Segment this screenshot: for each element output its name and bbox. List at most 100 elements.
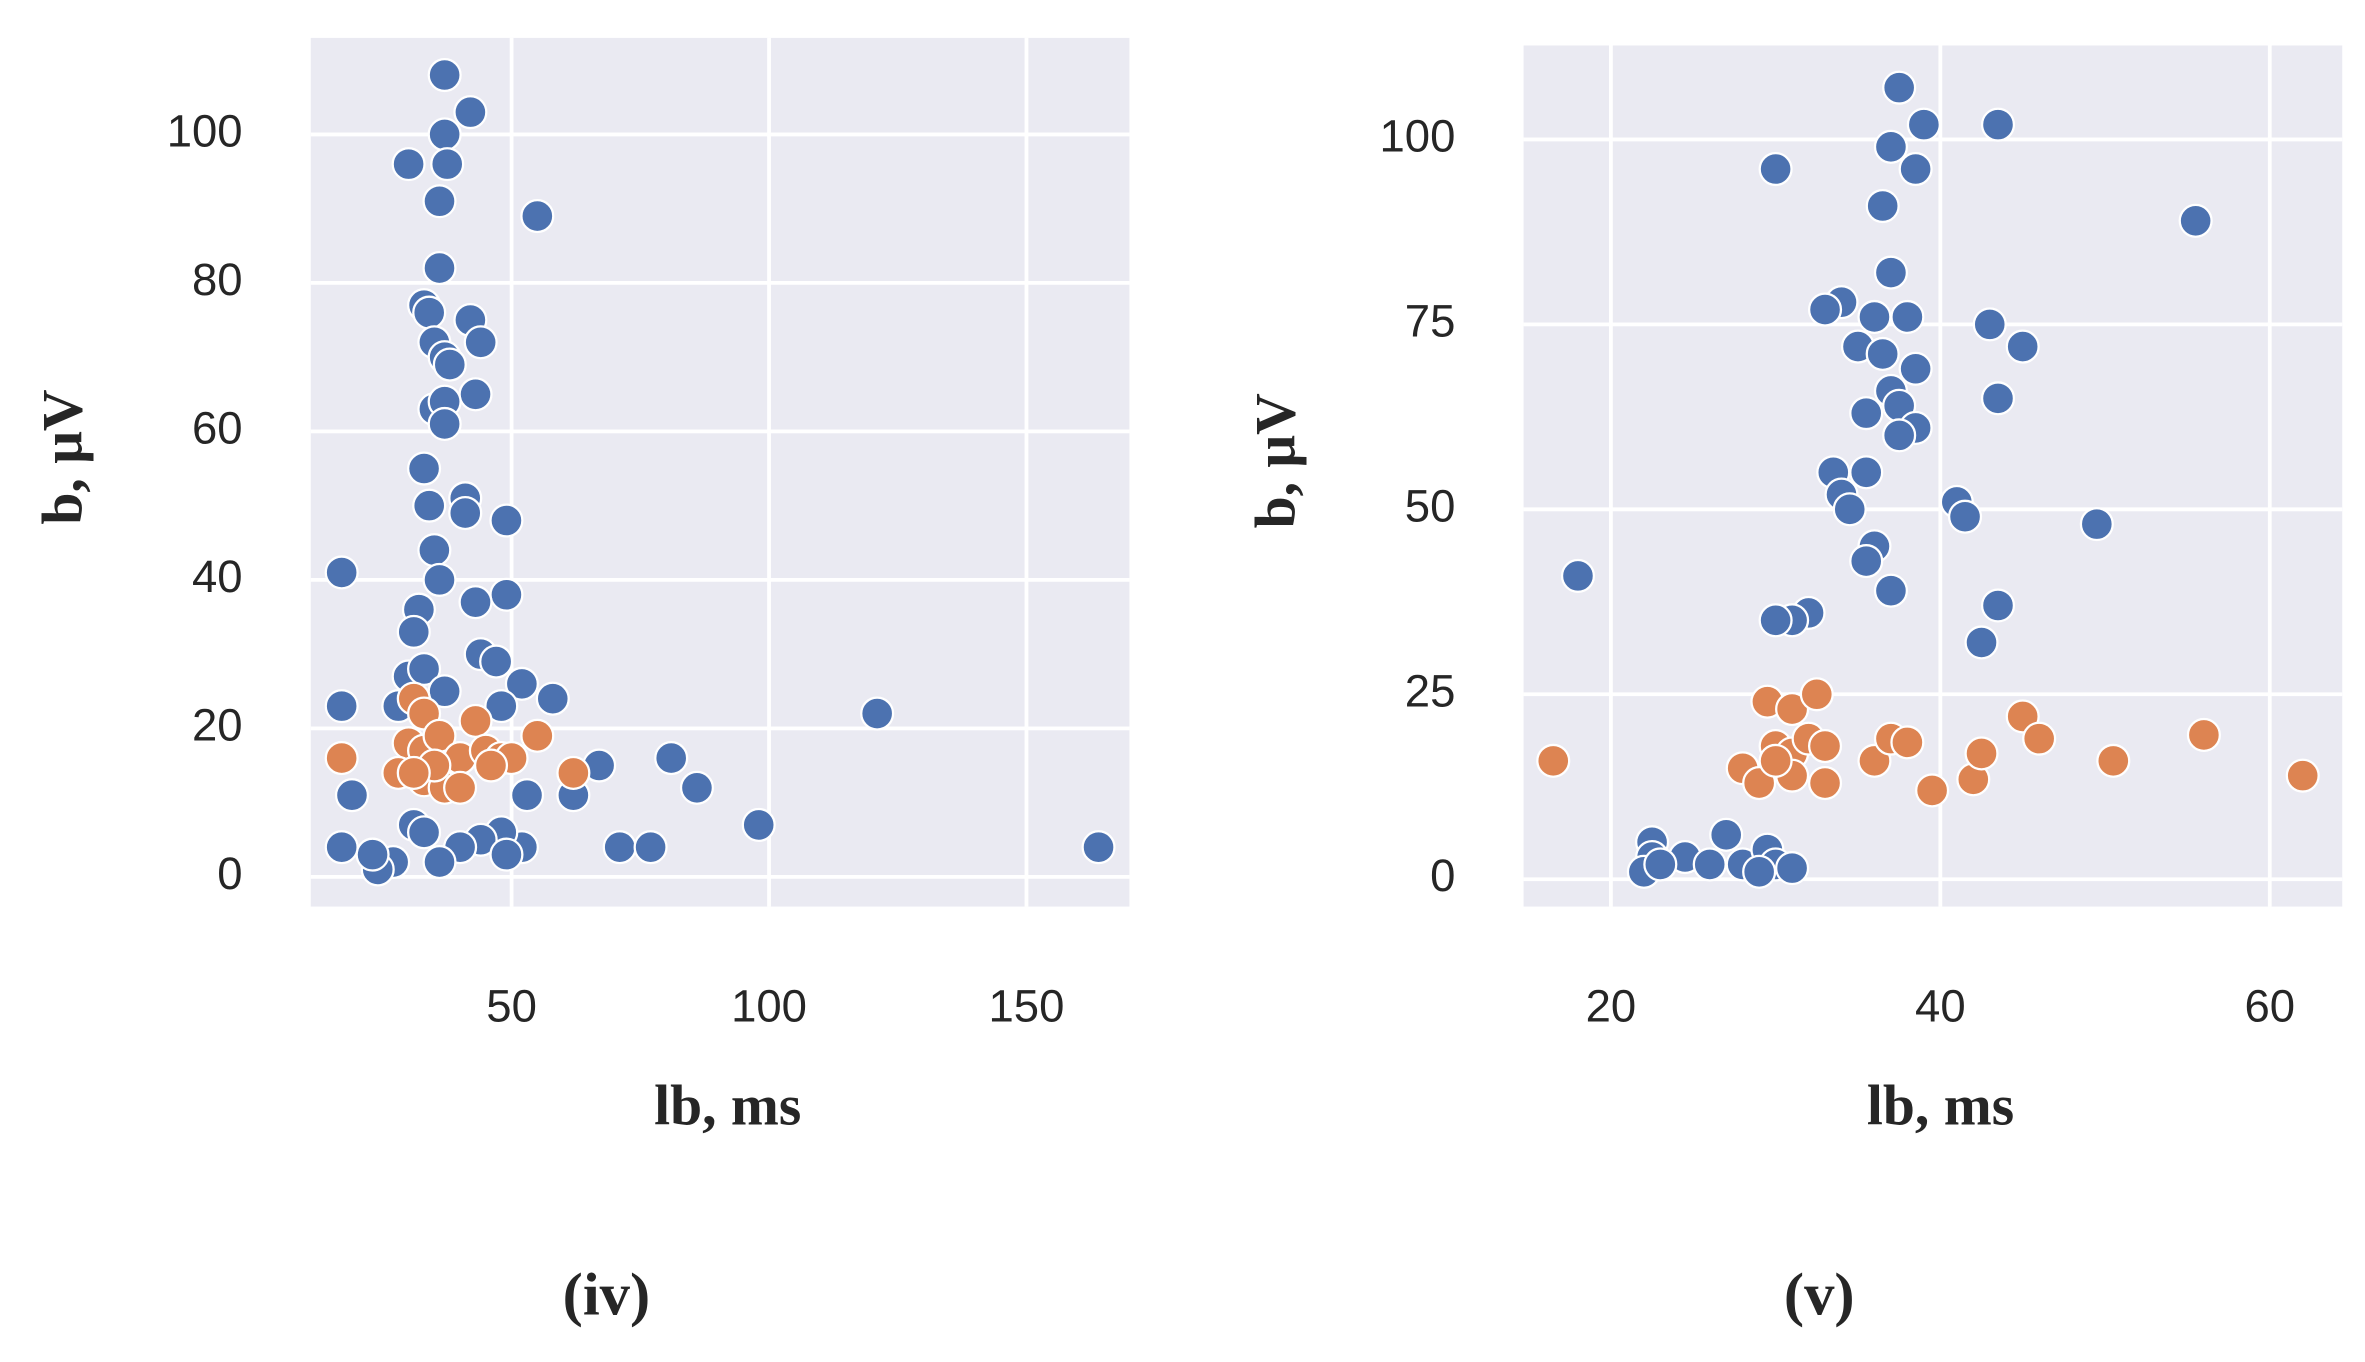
x-tick-label: 40: [1915, 981, 1966, 1032]
point: [2285, 758, 2320, 793]
point: [422, 184, 457, 219]
point: [427, 406, 462, 442]
y-tick-label: 0: [1430, 850, 1455, 901]
point: [407, 451, 442, 486]
point: [1799, 677, 1834, 712]
point: [1865, 188, 1900, 224]
point: [1915, 773, 1950, 808]
point: [407, 815, 442, 850]
y-tick-label: 20: [192, 699, 243, 750]
y-tick-label: 40: [192, 551, 243, 602]
point: [1873, 129, 1908, 164]
point: [479, 644, 514, 679]
point: [1882, 418, 1917, 453]
x-tick-label: 60: [2244, 981, 2295, 1032]
x-axis-label: lb, ms: [654, 1074, 801, 1137]
point: [1849, 455, 1884, 490]
point: [520, 718, 555, 753]
point: [407, 651, 442, 687]
point: [1980, 588, 2016, 623]
point: [422, 844, 457, 880]
point: [1964, 625, 1999, 660]
point: [324, 830, 359, 865]
point: [602, 830, 637, 865]
point: [1980, 381, 2016, 416]
point: [1742, 854, 1777, 889]
point: [1849, 544, 1884, 579]
point: [324, 741, 359, 776]
point: [448, 496, 483, 531]
point: [1849, 396, 1884, 431]
x-tick-label: 20: [1586, 981, 1637, 1032]
point: [633, 830, 668, 865]
point: [1775, 692, 1810, 727]
point: [1807, 765, 1843, 801]
point: [1873, 573, 1908, 608]
point: [2005, 329, 2040, 364]
point: [489, 837, 524, 872]
point: [1807, 292, 1843, 327]
point: [396, 755, 431, 790]
point: [1898, 351, 1933, 386]
y-tick-label: 25: [1405, 665, 1456, 716]
point: [1758, 151, 1793, 187]
point: [1890, 299, 1925, 335]
point: [2079, 507, 2114, 542]
point: [1964, 736, 1999, 771]
point: [412, 488, 447, 523]
point: [473, 748, 509, 783]
point: [654, 741, 689, 776]
y-axis-label: b, μV: [31, 390, 94, 525]
point: [1692, 847, 1727, 882]
point: [679, 770, 714, 805]
point: [1898, 151, 1933, 187]
point: [396, 614, 431, 649]
y-tick-label: 100: [1380, 110, 1456, 161]
point: [1775, 851, 1810, 886]
point: [535, 681, 570, 716]
point: [1890, 725, 1925, 760]
point: [412, 295, 447, 330]
x-tick-label: 50: [486, 981, 537, 1032]
caption: (v): [1784, 1262, 1855, 1329]
point: [1536, 743, 1571, 778]
y-tick-label: 100: [167, 105, 243, 156]
point: [334, 778, 370, 813]
point: [1758, 743, 1793, 778]
point: [1906, 107, 1941, 142]
point: [430, 147, 465, 182]
point: [443, 770, 478, 805]
caption: (iv): [563, 1262, 651, 1329]
point: [741, 807, 776, 842]
point: [1758, 603, 1793, 638]
point: [355, 837, 390, 872]
point: [1972, 307, 2007, 342]
x-tick-label: 150: [989, 981, 1065, 1032]
point: [391, 147, 426, 182]
point: [1882, 70, 1917, 105]
point: [2186, 717, 2221, 753]
point: [504, 666, 539, 701]
point: [1865, 336, 1900, 372]
point: [417, 533, 452, 568]
point: [427, 117, 462, 152]
point: [463, 325, 498, 360]
point: [453, 95, 488, 130]
point: [324, 689, 359, 724]
y-tick-label: 80: [192, 254, 243, 305]
point: [1560, 558, 1596, 593]
point: [509, 778, 545, 813]
point: [1873, 255, 1908, 290]
point: [458, 703, 493, 739]
y-tick-label: 50: [1405, 480, 1456, 531]
x-axis-label: lb, ms: [1867, 1074, 2014, 1137]
point: [1081, 830, 1116, 865]
point: [489, 577, 524, 612]
point: [458, 377, 493, 412]
point: [2022, 721, 2057, 756]
point: [432, 347, 467, 382]
point: [860, 696, 895, 731]
point: [1807, 728, 1843, 764]
point: [422, 562, 457, 597]
